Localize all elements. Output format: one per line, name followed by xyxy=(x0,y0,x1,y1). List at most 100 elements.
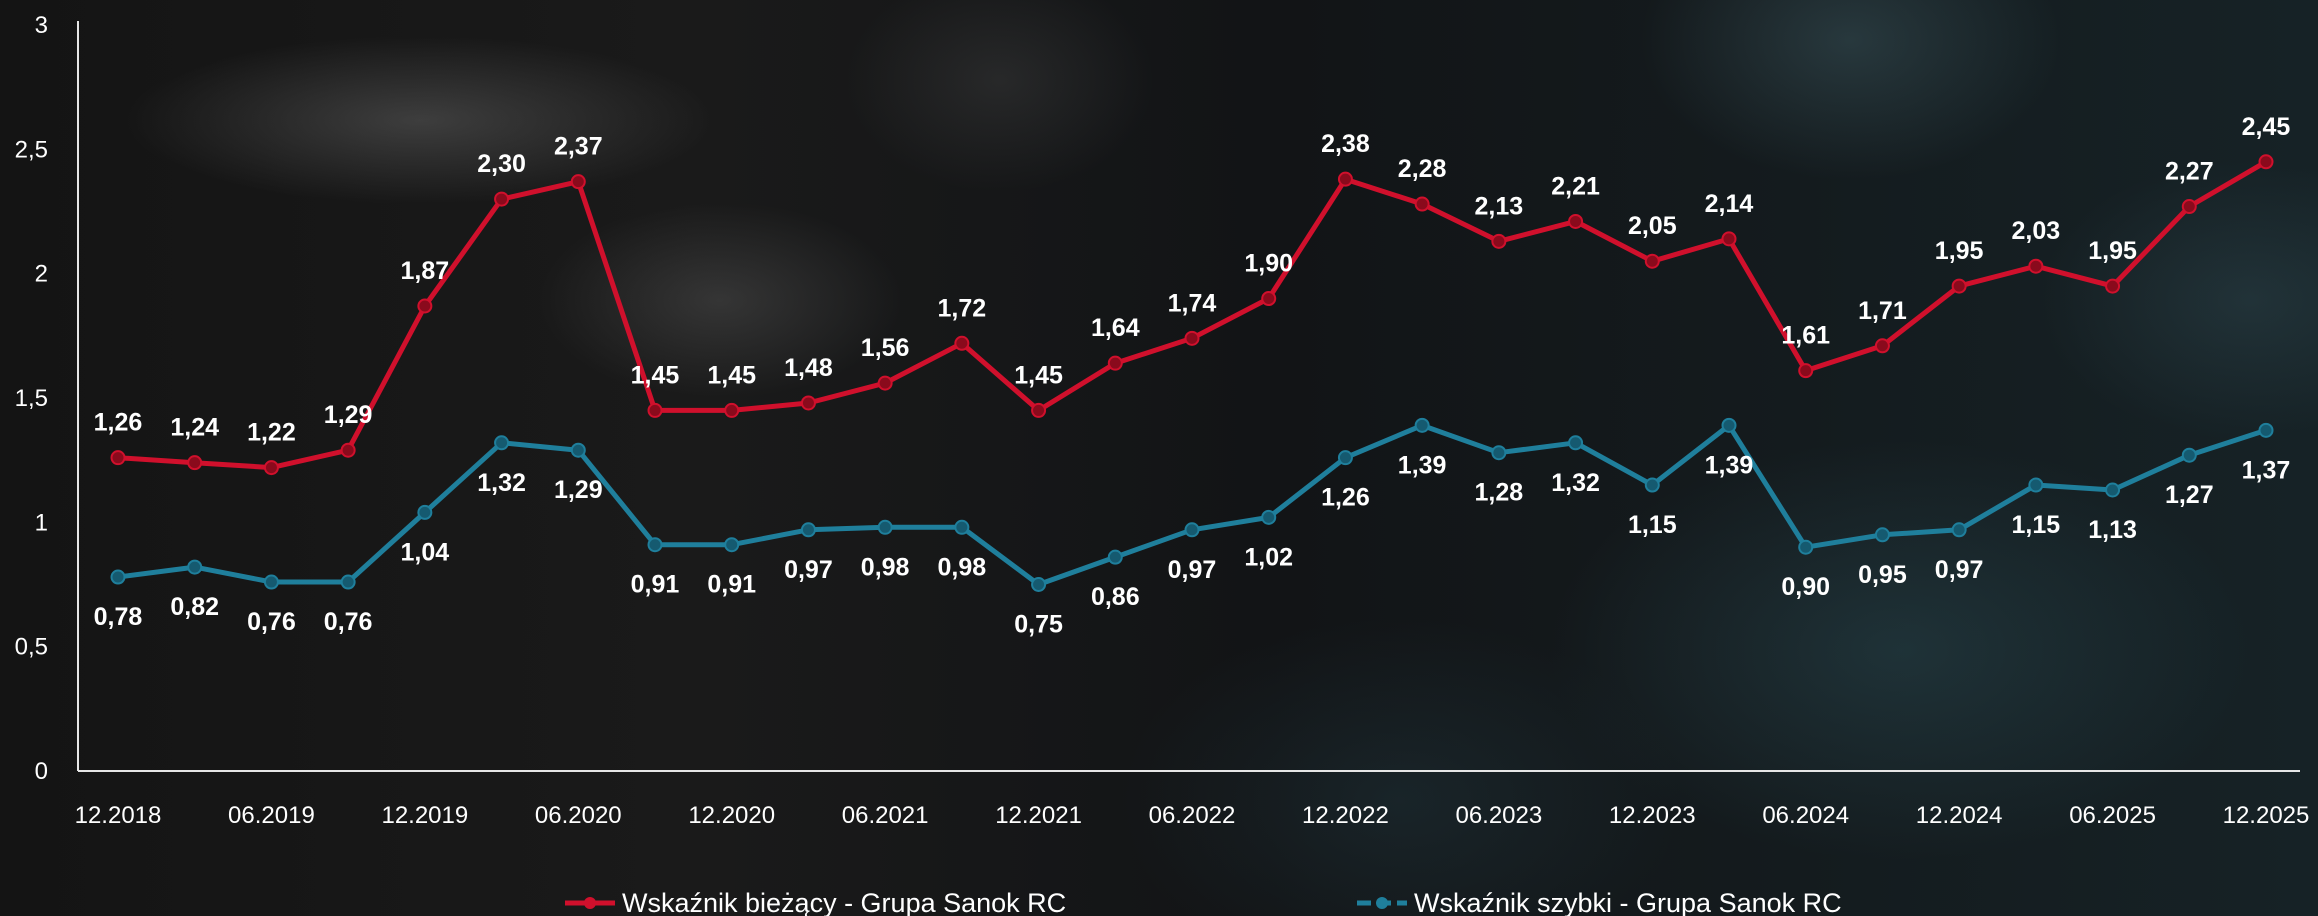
data-label: 2,45 xyxy=(2242,113,2291,141)
data-point xyxy=(2181,447,2197,463)
data-label: 2,38 xyxy=(1321,130,1370,158)
data-label: 2,37 xyxy=(554,133,603,161)
data-point xyxy=(417,298,433,314)
data-label: 1,26 xyxy=(94,409,143,437)
data-point xyxy=(1568,213,1584,229)
data-point xyxy=(494,435,510,451)
data-label: 2,05 xyxy=(1628,212,1677,240)
data-point xyxy=(570,174,586,190)
data-label: 1,87 xyxy=(401,257,450,285)
data-point xyxy=(263,460,279,476)
data-point xyxy=(417,504,433,520)
data-point xyxy=(954,519,970,535)
data-label: 1,32 xyxy=(477,469,526,497)
data-point xyxy=(2258,154,2274,170)
data-label: 2,28 xyxy=(1398,155,1447,183)
x-axis-ticks: 12.2018 06.2019 12.2019 06.2020 12.2020 06.20… xyxy=(75,802,2310,829)
data-label: 1,29 xyxy=(324,401,373,429)
data-label: 0,97 xyxy=(1168,556,1217,584)
data-point xyxy=(187,559,203,575)
data-point xyxy=(110,450,126,466)
data-point xyxy=(647,402,663,418)
data-point xyxy=(1414,196,1430,212)
data-label: 0,86 xyxy=(1091,583,1140,611)
data-label: 1,04 xyxy=(401,538,450,566)
data-label: 1,90 xyxy=(1244,250,1293,278)
data-label: 1,39 xyxy=(1398,451,1447,479)
data-point xyxy=(1951,522,1967,538)
data-point xyxy=(110,569,126,585)
data-label: 0,91 xyxy=(707,571,756,599)
data-point xyxy=(1798,363,1814,379)
data-point xyxy=(1491,445,1507,461)
data-point xyxy=(954,335,970,351)
x-tick-label: 12.2025 xyxy=(2223,802,2310,829)
data-label: 0,98 xyxy=(938,553,987,581)
data-point xyxy=(1798,539,1814,555)
data-point xyxy=(570,442,586,458)
data-label: 2,03 xyxy=(2012,217,2061,245)
data-point xyxy=(1261,509,1277,525)
data-label: 1,24 xyxy=(170,414,219,442)
data-label: 1,48 xyxy=(784,354,833,382)
x-tick-label: 06.2024 xyxy=(1762,802,1849,829)
data-labels: 1,26 1,24 1,22 1,29 1,87 2,30 2,37 1,45 1,45 1,48… xyxy=(94,113,2291,639)
legend-item-current-ratio: Wskaźnik bieżący - Grupa Sanok RC xyxy=(565,888,1066,916)
data-point xyxy=(877,375,893,391)
data-label: 0,90 xyxy=(1781,573,1830,601)
data-point xyxy=(877,519,893,535)
data-label: 1,74 xyxy=(1168,289,1217,317)
data-label: 0,76 xyxy=(247,608,296,636)
data-label: 1,56 xyxy=(861,334,910,362)
legend-item-quick-ratio: Wskaźnik szybki - Grupa Sanok RC xyxy=(1357,888,1842,916)
data-label: 0,82 xyxy=(170,593,219,621)
data-point xyxy=(1337,171,1353,187)
data-label: 1,27 xyxy=(2165,481,2214,509)
data-label: 2,30 xyxy=(477,150,526,178)
data-label: 1,02 xyxy=(1244,543,1293,571)
data-label: 1,61 xyxy=(1781,322,1830,350)
data-label: 1,39 xyxy=(1705,451,1754,479)
data-label: 1,71 xyxy=(1858,297,1907,325)
y-tick-label: 0 xyxy=(35,758,48,785)
data-point xyxy=(1568,435,1584,451)
data-label: 0,98 xyxy=(861,553,910,581)
data-label: 1,32 xyxy=(1551,469,1600,497)
data-point xyxy=(1874,527,1890,543)
series-current-ratio xyxy=(110,154,2274,476)
data-point xyxy=(1721,417,1737,433)
series-lines xyxy=(110,154,2274,592)
data-point xyxy=(340,574,356,590)
data-point xyxy=(724,537,740,553)
data-point xyxy=(800,395,816,411)
data-label: 1,72 xyxy=(938,294,987,322)
data-label: 2,14 xyxy=(1705,190,1754,218)
data-point xyxy=(1184,330,1200,346)
y-tick-label: 3 xyxy=(35,12,48,39)
data-label: 1,45 xyxy=(707,361,756,389)
data-point xyxy=(800,522,816,538)
y-tick-label: 1 xyxy=(35,509,48,536)
data-label: 1,15 xyxy=(2012,511,2061,539)
data-label: 0,91 xyxy=(631,571,680,599)
data-label: 1,26 xyxy=(1321,484,1370,512)
x-tick-label: 12.2019 xyxy=(381,802,468,829)
y-tick-label: 2,5 xyxy=(15,136,48,163)
data-point xyxy=(340,442,356,458)
data-label: 1,13 xyxy=(2088,516,2137,544)
data-point xyxy=(1031,577,1047,592)
data-point xyxy=(1951,278,1967,294)
data-label: 1,45 xyxy=(1014,361,1063,389)
data-label: 0,76 xyxy=(324,608,373,636)
legend-marker xyxy=(1376,897,1388,909)
legend-label: Wskaźnik szybki - Grupa Sanok RC xyxy=(1414,888,1842,916)
data-point xyxy=(2181,199,2197,215)
axes xyxy=(77,21,2300,772)
x-tick-label: 06.2019 xyxy=(228,802,315,829)
x-tick-label: 06.2025 xyxy=(2069,802,2156,829)
data-label: 1,37 xyxy=(2242,456,2291,484)
data-point xyxy=(187,455,203,471)
x-tick-label: 12.2021 xyxy=(995,802,1082,829)
